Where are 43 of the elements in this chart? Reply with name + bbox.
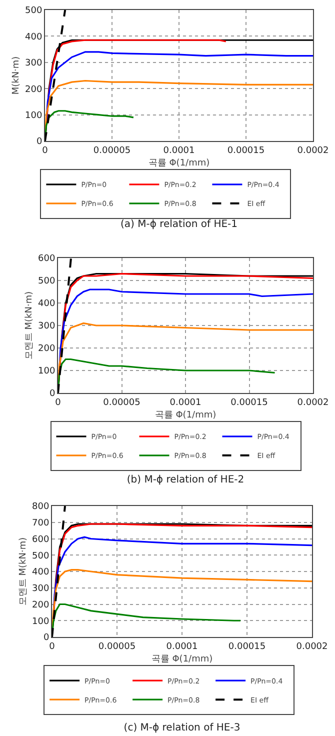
x-tick-label: 0.0001 [170, 398, 202, 408]
y-tick-label: 200 [25, 84, 42, 95]
y-tick-label: 500 [32, 551, 50, 562]
x-tick-label: 0.0001 [163, 146, 195, 156]
x-tick-label: 0.00005 [98, 642, 136, 652]
x-tick-label: 0.00005 [93, 146, 131, 156]
x-tick-label: 0.0002 [297, 146, 329, 156]
y-tick-label: 400 [38, 299, 56, 310]
y-tick-label: 100 [32, 616, 50, 627]
x-tick-label: 0.00015 [227, 146, 265, 156]
y-tick-label: 300 [32, 584, 50, 594]
y-tick-label: 600 [38, 254, 56, 264]
y-tick-label: 100 [25, 110, 42, 121]
y-tick-label: 0 [49, 389, 56, 400]
y-tick-label: 200 [38, 344, 56, 354]
text: (b) M-ϕ relation of HE-2 [126, 474, 244, 486]
text: (a) M-ϕ relation of HE-1 [120, 218, 238, 230]
x-axis-title: 곡률 Φ(1/mm) [154, 410, 216, 421]
x-tick-label: 0.0002 [297, 398, 329, 408]
y-tick-label: 300 [38, 322, 56, 332]
y-tick-label: 300 [25, 58, 42, 69]
y-axis-title: M(kN·m) [11, 56, 22, 95]
x-tick-label: 0.00005 [103, 398, 140, 408]
y-tick-label: 800 [32, 502, 50, 512]
y-tick-label: 400 [25, 32, 42, 42]
y-tick-label: 500 [38, 276, 56, 287]
y-tick-label: 600 [32, 534, 50, 545]
y-tick-label: 700 [32, 518, 50, 529]
y-axis-title: 모멘트 M(kN·m) [18, 537, 28, 606]
y-tick-label: 0 [36, 137, 42, 148]
x-tick-label: 0.0002 [296, 642, 328, 652]
y-tick-label: 200 [32, 600, 50, 610]
y-tick-label: 0 [43, 633, 50, 644]
y-tick-label: 500 [25, 6, 42, 16]
x-tick-label: 0.0001 [166, 642, 198, 652]
text: (c) M-ϕ relation of HE-3 [124, 722, 240, 734]
x-tick-label: 0.00015 [230, 398, 268, 408]
y-tick-label: 100 [38, 366, 56, 377]
y-axis-title: 모멘트 M(kN·m) [24, 291, 34, 360]
x-axis-title: 곡률 Φ(1/mm) [148, 158, 210, 169]
x-tick-label: 0.00015 [228, 642, 266, 652]
y-tick-label: 400 [32, 568, 50, 578]
x-axis-title: 곡률 Φ(1/mm) [151, 654, 213, 665]
